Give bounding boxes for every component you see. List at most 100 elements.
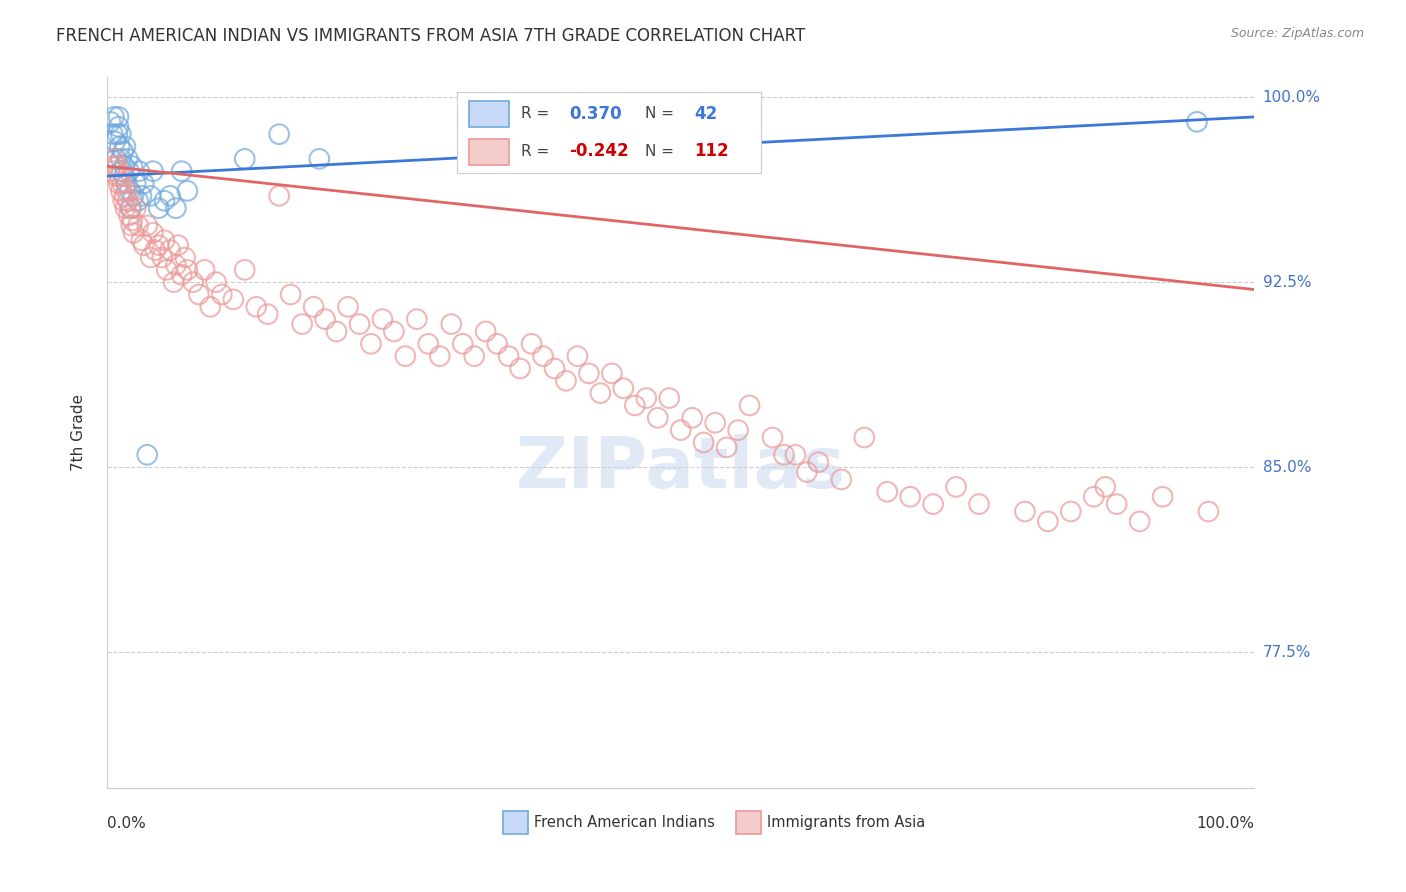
Point (187, 287, 209, 301)
Point (498, 349, 520, 363)
Point (194, 262, 217, 277)
Point (692, 435, 714, 450)
Point (796, 465, 818, 479)
Point (1014, 504, 1036, 518)
Point (211, 287, 233, 301)
Point (876, 484, 898, 499)
Point (118, 164, 141, 178)
Point (222, 293, 245, 307)
Point (111, 177, 134, 191)
Point (100, 159, 122, 173)
Point (647, 410, 669, 425)
Point (440, 317, 463, 331)
Point (122, 226, 145, 240)
Point (360, 336, 382, 351)
Point (120, 219, 142, 233)
Point (773, 448, 796, 462)
Point (127, 194, 149, 208)
Point (170, 164, 193, 178)
Point (153, 194, 176, 208)
Point (371, 312, 394, 326)
Point (1152, 490, 1174, 504)
Point (176, 262, 198, 277)
Point (112, 159, 135, 173)
Point (101, 127, 124, 141)
Text: 100.0%: 100.0% (1197, 816, 1254, 831)
Point (110, 184, 132, 198)
Point (112, 189, 135, 203)
Point (114, 201, 136, 215)
Point (474, 325, 496, 339)
Point (578, 367, 600, 381)
Point (108, 139, 131, 153)
Point (115, 184, 138, 198)
Point (612, 381, 634, 395)
Point (451, 336, 474, 351)
Point (143, 243, 166, 257)
Point (117, 152, 139, 166)
Point (853, 431, 876, 445)
Point (1083, 490, 1105, 504)
Point (136, 448, 159, 462)
Point (131, 233, 153, 247)
Point (624, 399, 647, 413)
Point (509, 361, 531, 376)
Point (150, 251, 173, 265)
Point (105, 152, 128, 166)
Point (148, 201, 170, 215)
Point (156, 262, 179, 277)
Point (120, 201, 142, 215)
Point (1129, 515, 1152, 529)
Point (205, 275, 228, 289)
Point (103, 110, 125, 124)
Point (463, 349, 485, 363)
Point (139, 251, 162, 265)
Point (382, 325, 405, 339)
Point (153, 233, 176, 247)
Point (716, 441, 738, 455)
Point (302, 300, 325, 314)
Point (176, 184, 198, 198)
Point (636, 391, 658, 405)
Point (531, 349, 554, 363)
Point (162, 275, 184, 289)
Point (167, 238, 190, 252)
Text: Source: ZipAtlas.com: Source: ZipAtlas.com (1230, 27, 1364, 40)
Point (107, 177, 129, 191)
Point (669, 423, 692, 437)
Point (136, 219, 159, 233)
Point (233, 262, 256, 277)
Point (486, 336, 509, 351)
Point (118, 201, 141, 215)
Point (280, 287, 302, 301)
Point (127, 219, 149, 233)
Point (132, 238, 155, 252)
Text: 92.5%: 92.5% (1263, 275, 1312, 290)
Text: 100.0%: 100.0% (1263, 90, 1320, 104)
Point (118, 184, 141, 198)
Point (945, 480, 967, 494)
Point (1036, 515, 1059, 529)
Point (115, 177, 138, 191)
FancyBboxPatch shape (503, 811, 529, 834)
Point (121, 213, 143, 227)
Point (785, 448, 807, 462)
Text: FRENCH AMERICAN INDIAN VS IMMIGRANTS FROM ASIA 7TH GRADE CORRELATION CHART: FRENCH AMERICAN INDIAN VS IMMIGRANTS FRO… (56, 27, 806, 45)
Point (114, 139, 136, 153)
Point (170, 268, 193, 282)
Point (658, 391, 681, 405)
Text: ZIPatlas: ZIPatlas (516, 434, 846, 502)
Point (681, 410, 703, 425)
Text: 0.0%: 0.0% (107, 816, 146, 831)
Point (1060, 504, 1083, 518)
Point (233, 152, 256, 166)
Point (121, 159, 143, 173)
Point (104, 135, 127, 149)
Point (1185, 115, 1208, 129)
Point (112, 169, 135, 183)
Point (105, 169, 128, 183)
Point (165, 201, 187, 215)
Point (967, 497, 990, 511)
Point (128, 164, 150, 178)
Point (131, 189, 153, 203)
